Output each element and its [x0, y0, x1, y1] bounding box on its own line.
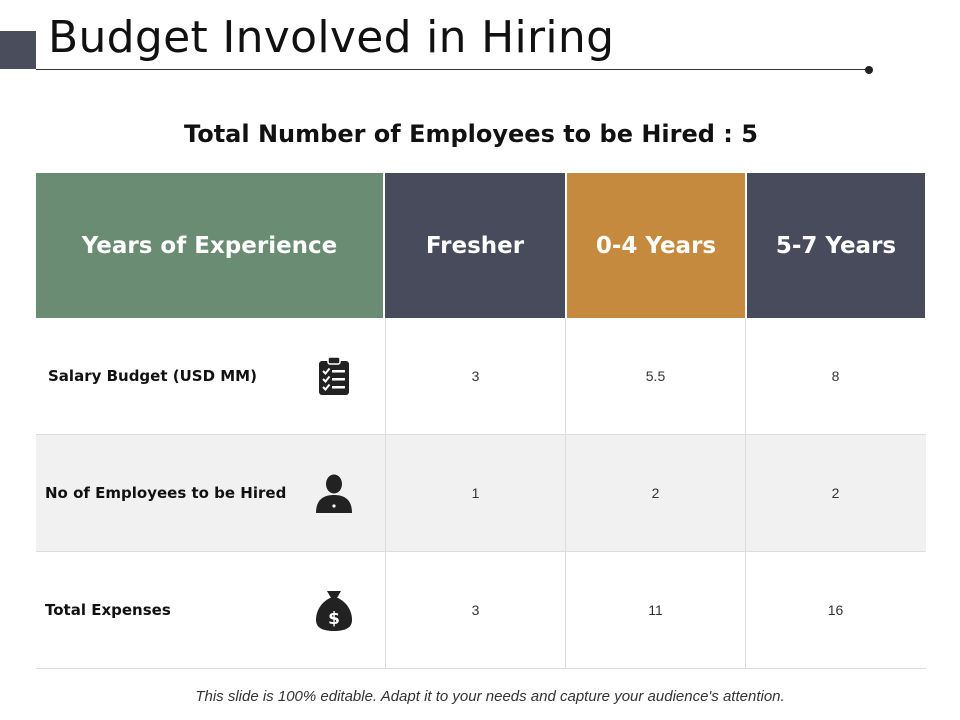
person-icon — [314, 471, 354, 515]
title-underline-dot — [865, 66, 873, 74]
row-label: Total Expenses — [45, 601, 171, 619]
row-label-cell: Total Expenses $ — [36, 552, 385, 668]
row-label-cell: No of Employees to be Hired — [36, 435, 385, 551]
table-row-salary-budget: Salary Budget (USD MM) 3 5.5 8 — [36, 318, 926, 435]
cell-expenses-fresher: 3 — [385, 552, 565, 668]
budget-table: Years of Experience Fresher 0-4 Years 5-… — [36, 173, 926, 669]
svg-text:$: $ — [328, 609, 340, 629]
cell-salary-0-4-years: 5.5 — [565, 318, 745, 434]
cell-employees-5-7-years: 2 — [745, 435, 925, 551]
header-years-of-experience: Years of Experience — [36, 173, 385, 318]
header-0-4-years: 0-4 Years — [565, 173, 745, 318]
cell-salary-fresher: 3 — [385, 318, 565, 434]
total-employees-heading: Total Number of Employees to be Hired : … — [184, 120, 758, 148]
cell-employees-fresher: 1 — [385, 435, 565, 551]
cell-employees-0-4-years: 2 — [565, 435, 745, 551]
clipboard-checklist-icon — [314, 354, 354, 398]
cell-salary-5-7-years: 8 — [745, 318, 925, 434]
table-header-row: Years of Experience Fresher 0-4 Years 5-… — [36, 173, 926, 318]
header-5-7-years: 5-7 Years — [745, 173, 925, 318]
table-row-total-expenses: Total Expenses $ 3 11 16 — [36, 552, 926, 669]
row-label-cell: Salary Budget (USD MM) — [36, 318, 385, 434]
title-underline — [36, 69, 869, 70]
title-accent-block — [0, 31, 36, 69]
cell-expenses-0-4-years: 11 — [565, 552, 745, 668]
slide-title: Budget Involved in Hiring — [48, 12, 615, 63]
cell-expenses-5-7-years: 16 — [745, 552, 925, 668]
row-label: No of Employees to be Hired — [45, 484, 287, 502]
row-label: Salary Budget (USD MM) — [48, 367, 257, 385]
table-row-employees-hired: No of Employees to be Hired 1 2 2 — [36, 435, 926, 552]
header-fresher: Fresher — [385, 173, 565, 318]
money-bag-icon: $ — [314, 588, 354, 632]
footnote: This slide is 100% editable. Adapt it to… — [195, 688, 785, 705]
